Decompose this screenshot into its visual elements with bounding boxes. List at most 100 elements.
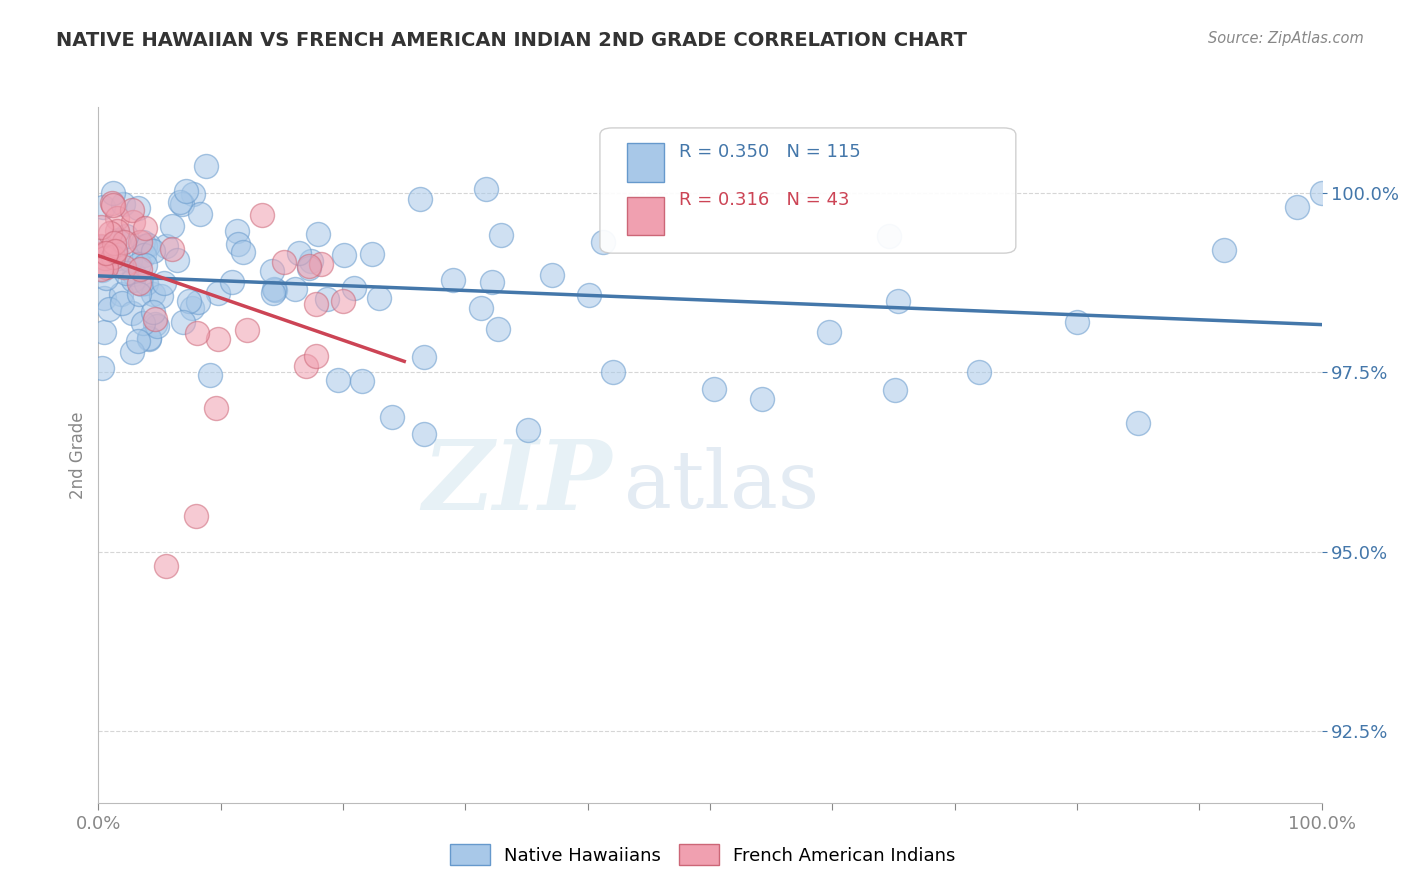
Point — [138, 331, 160, 345]
Point — [186, 326, 208, 340]
Point — [105, 255, 128, 269]
Point — [91, 240, 114, 254]
Point — [187, 295, 209, 310]
Point — [309, 257, 332, 271]
Point — [1286, 201, 1309, 215]
Point — [135, 276, 157, 290]
Point — [138, 332, 160, 346]
Point — [413, 426, 436, 441]
Point — [288, 246, 311, 260]
Point — [1212, 244, 1234, 258]
Point — [328, 374, 350, 388]
Point — [153, 276, 176, 290]
Legend: Native Hawaiians, French American Indians: Native Hawaiians, French American Indian… — [441, 835, 965, 874]
Point — [305, 297, 328, 311]
Point — [441, 273, 464, 287]
Point — [887, 293, 910, 308]
Point — [194, 159, 217, 173]
Point — [295, 359, 318, 373]
Point — [250, 208, 273, 222]
Point — [94, 251, 117, 265]
Point — [100, 196, 122, 211]
Point — [315, 292, 337, 306]
Point — [132, 248, 155, 262]
Point — [367, 292, 389, 306]
Point — [94, 271, 117, 285]
Point — [120, 253, 142, 268]
Point — [149, 289, 172, 303]
Point — [169, 195, 191, 210]
Point — [107, 233, 129, 247]
Point — [308, 227, 330, 242]
Point — [121, 273, 143, 287]
Point — [121, 203, 143, 218]
Point — [101, 250, 124, 264]
Point — [97, 301, 120, 316]
Point — [107, 252, 129, 266]
Point — [103, 198, 125, 212]
Point — [1310, 186, 1333, 200]
Point — [350, 374, 373, 388]
Point — [592, 235, 614, 250]
Point — [134, 221, 156, 235]
Point — [474, 182, 496, 196]
Point — [134, 238, 156, 252]
Point — [129, 277, 152, 292]
Point — [90, 238, 112, 252]
Point — [305, 349, 328, 363]
Point — [884, 383, 907, 397]
Point — [181, 186, 204, 201]
Point — [263, 282, 285, 296]
Point — [121, 344, 143, 359]
Point — [122, 267, 145, 281]
FancyBboxPatch shape — [627, 144, 664, 182]
Point — [540, 268, 562, 282]
Point — [262, 285, 284, 300]
Point — [226, 236, 249, 251]
Point — [333, 247, 356, 261]
Point — [170, 197, 193, 211]
Point — [104, 244, 127, 259]
Point — [94, 246, 117, 260]
Point — [112, 235, 135, 249]
Point — [112, 196, 135, 211]
Point — [751, 392, 773, 406]
Point — [91, 361, 114, 376]
Point — [967, 366, 990, 380]
Point — [221, 275, 243, 289]
Point — [207, 286, 229, 301]
Text: NATIVE HAWAIIAN VS FRENCH AMERICAN INDIAN 2ND GRADE CORRELATION CHART: NATIVE HAWAIIAN VS FRENCH AMERICAN INDIA… — [56, 31, 967, 50]
Point — [263, 283, 285, 297]
Point — [188, 207, 211, 221]
Point — [236, 323, 259, 337]
Point — [172, 315, 194, 329]
Text: ZIP: ZIP — [423, 436, 612, 530]
Point — [93, 245, 115, 260]
Y-axis label: 2nd Grade: 2nd Grade — [69, 411, 87, 499]
Point — [180, 301, 202, 315]
Point — [90, 262, 112, 277]
Point — [146, 318, 169, 333]
Point — [578, 287, 600, 301]
Point — [412, 350, 434, 364]
Point — [94, 260, 117, 274]
FancyBboxPatch shape — [600, 128, 1015, 253]
Point — [121, 215, 143, 229]
Point — [93, 291, 115, 305]
Point — [703, 382, 725, 396]
Point — [131, 316, 153, 330]
Point — [97, 245, 120, 260]
Point — [136, 238, 159, 252]
Point — [91, 263, 114, 277]
Point — [128, 257, 150, 271]
Point — [90, 220, 112, 235]
Point — [273, 254, 295, 268]
Point — [155, 239, 177, 253]
Point — [332, 294, 354, 309]
Point — [104, 244, 127, 258]
Point — [179, 293, 201, 308]
Point — [93, 325, 115, 339]
Point — [186, 508, 208, 523]
Point — [225, 224, 247, 238]
Point — [128, 235, 150, 250]
